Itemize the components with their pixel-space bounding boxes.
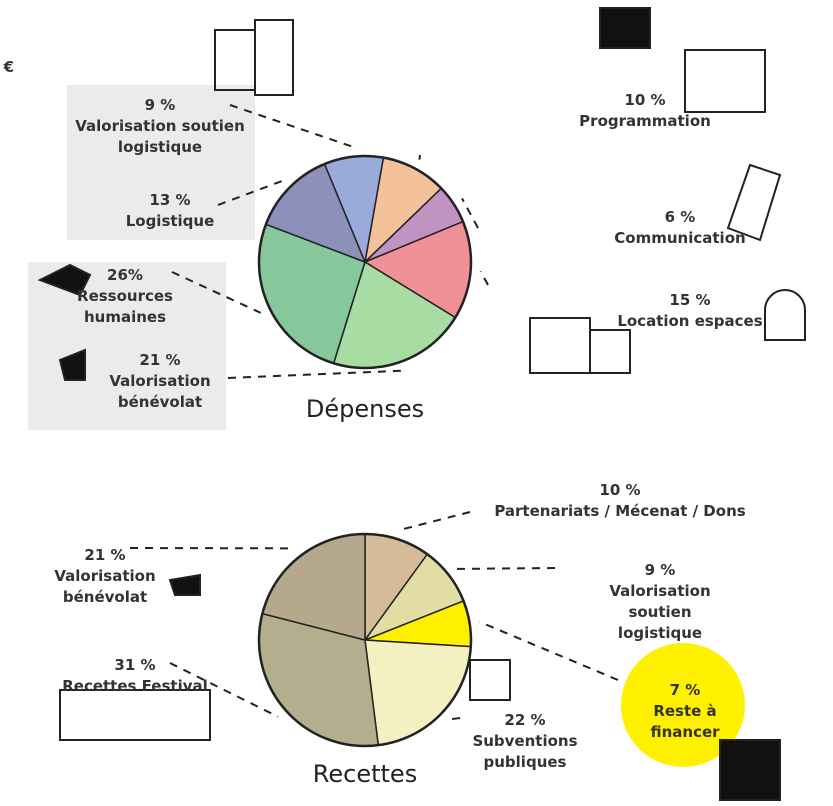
leader-line [229,104,353,148]
category-label: Subventions publiques [472,732,578,771]
category-label: Location espaces [617,312,763,330]
value-label: 9 % [144,96,176,114]
header-text: 0 € [0,58,15,76]
leader-line [169,662,279,718]
value-label: 7 % [669,681,701,699]
label-box [28,262,226,430]
leader-line [461,198,479,229]
leader-line [479,270,489,286]
leader-line [171,271,262,314]
value-label: 21 % [139,351,181,369]
category-label: Valorisation soutien logistique [609,582,711,642]
category-label: Logistique [125,212,215,230]
category-label: Communication [614,229,746,247]
value-label: 10 % [599,481,641,499]
value-label: 6 % [664,208,696,226]
icons [37,7,806,801]
category-label: Partenariats / Mécenat / Dons [494,502,746,520]
chart-title: Recettes [312,760,418,788]
value-label: 26% [107,266,143,284]
value-label: 9 % [644,561,676,579]
category-label: Reste à financer [650,702,720,741]
category-label: Valorisation soutien logistique [75,117,245,156]
chart-title: Dépenses [305,395,425,423]
highlight-circle [621,643,745,767]
leader-line [217,180,283,206]
value-label: 22 % [504,711,546,729]
category-label: Programmation [579,112,711,130]
leader-line [449,717,461,721]
category-label: Ressources humaines [77,287,173,326]
leader-line [479,620,619,681]
value-label: 21 % [84,546,126,564]
value-label: 31 % [114,656,156,674]
label-box [67,85,255,240]
leader-line [456,567,556,570]
pie-outline [257,154,473,370]
leader-line [227,369,406,379]
value-label: 10 % [624,91,666,109]
leader-line [418,154,421,160]
pie-outline [257,532,473,748]
category-label: Valorisation bénévolat [54,567,156,606]
category-label: Valorisation bénévolat [109,372,211,411]
category-label: Recettes Festival [62,677,208,695]
value-label: 13 % [149,191,191,209]
value-label: 15 % [669,291,711,309]
leader-line [400,511,471,531]
